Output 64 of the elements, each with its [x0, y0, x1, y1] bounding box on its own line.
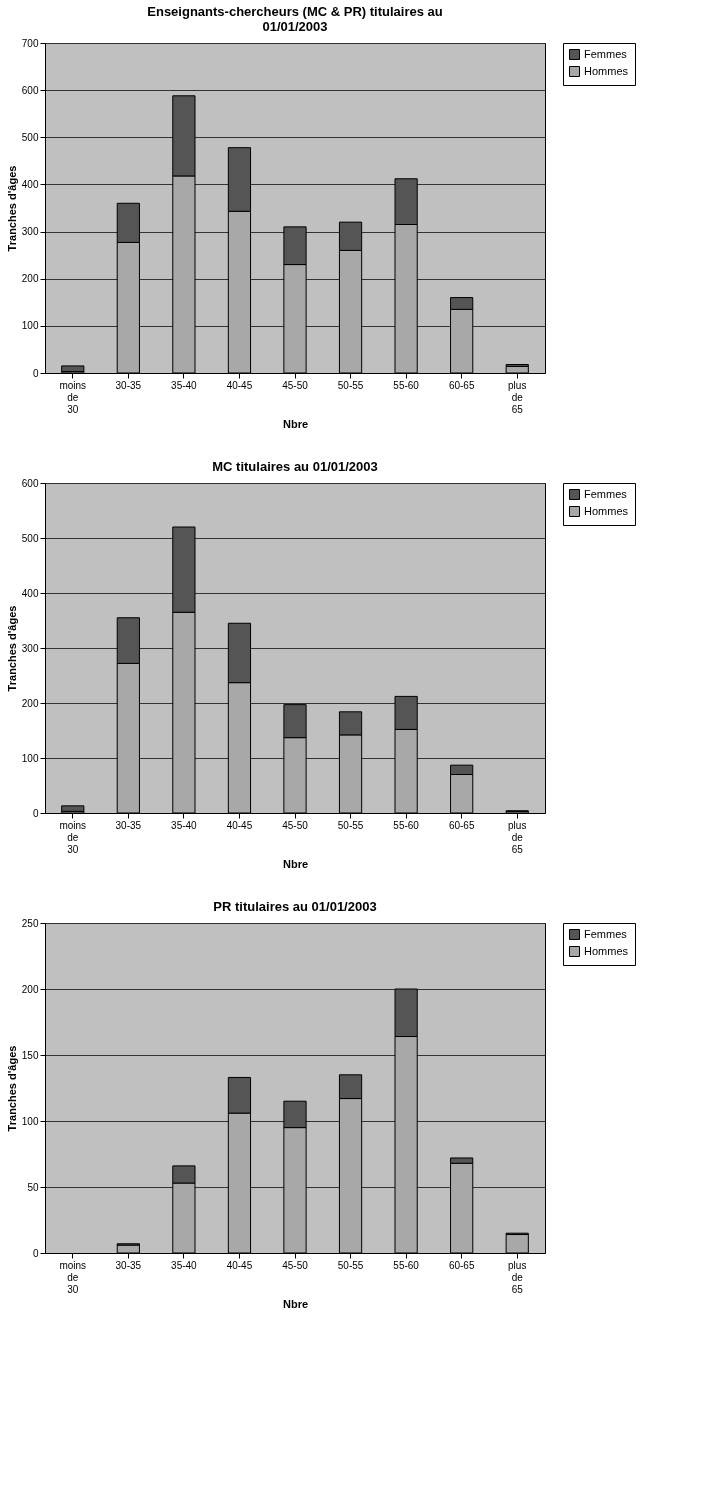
y-tick-label: 250	[21, 917, 39, 929]
y-tick-label: 300	[21, 226, 39, 238]
x-tick-label: 40-45	[226, 379, 253, 391]
x-tick-label: 35-40	[171, 1259, 198, 1271]
x-tick-label: 55-60	[393, 1259, 420, 1271]
x-tick-label: 35-40	[171, 819, 198, 831]
y-tick-label: 200	[21, 273, 39, 285]
x-tick-label: 45-50	[282, 1259, 309, 1271]
x-tick-label: 45-50	[282, 819, 309, 831]
y-tick-label: 700	[21, 37, 39, 49]
x-tick-label: 45-50	[282, 379, 309, 391]
chart-title: MC titulaires au 01/01/2003	[212, 459, 378, 474]
x-tick-label: plus de 65	[508, 819, 527, 855]
x-tick-label: 40-45	[226, 1259, 253, 1271]
x-tick-label: 30-35	[115, 1259, 142, 1271]
y-tick-label: 400	[21, 178, 39, 190]
x-tick-label: 55-60	[393, 819, 420, 831]
x-tick-label: 50-55	[337, 819, 364, 831]
x-tick-label: 30-35	[115, 819, 142, 831]
x-tick-label: 50-55	[337, 1259, 364, 1271]
y-tick-label: 100	[21, 752, 39, 764]
x-tick-label: moins de 30	[59, 1259, 87, 1295]
x-tick-label: 30-35	[115, 379, 142, 391]
y-tick-label: 600	[21, 84, 39, 96]
x-tick-label: 60-65	[448, 379, 475, 391]
x-tick-label: moins de 30	[59, 379, 87, 415]
x-axis-title: Nbre	[282, 417, 309, 430]
y-tick-label: 150	[21, 1049, 39, 1061]
x-axis-title: Nbre	[282, 857, 309, 870]
chart-title: PR titulaires au 01/01/2003	[213, 899, 377, 914]
x-tick-label: plus de 65	[508, 379, 527, 415]
legend-label: Hommes	[584, 504, 629, 517]
y-tick-label: 200	[21, 983, 39, 995]
y-axis-title: Tranches d'âges	[5, 605, 18, 692]
y-tick-label: 0	[32, 1247, 39, 1259]
text: Enseignants-chercheurs (MC & PR) titulaires au	[147, 4, 443, 19]
x-tick-label: 60-65	[448, 819, 475, 831]
x-tick-label: 35-40	[171, 379, 198, 391]
legend-label: Hommes	[584, 944, 629, 957]
x-tick-label: moins de 30	[59, 819, 87, 855]
x-tick-label: 55-60	[393, 379, 420, 391]
y-tick-label: 600	[21, 477, 39, 489]
x-tick-label: plus de 65	[508, 1259, 527, 1295]
y-tick-label: 0	[32, 367, 39, 379]
y-tick-label: 500	[21, 532, 39, 544]
y-tick-label: 200	[21, 697, 39, 709]
x-tick-label: 40-45	[226, 819, 253, 831]
x-axis-title: Nbre	[282, 1297, 309, 1310]
text: 01/01/2003	[262, 19, 328, 34]
y-tick-label: 100	[21, 1115, 39, 1127]
y-tick-label: 300	[21, 642, 39, 654]
legend-label: Femmes	[584, 927, 628, 940]
y-tick-label: 100	[21, 320, 39, 332]
legend-label: Femmes	[584, 47, 628, 60]
y-axis-title: Tranches d'âges	[5, 1045, 18, 1132]
y-tick-label: 500	[21, 131, 39, 143]
y-tick-label: 400	[21, 587, 39, 599]
y-tick-label: 0	[32, 807, 39, 819]
legend-label: Femmes	[584, 487, 628, 500]
y-axis-title: Tranches d'âges	[5, 165, 18, 252]
x-tick-label: 60-65	[448, 1259, 475, 1271]
y-tick-label: 50	[27, 1181, 39, 1193]
legend-label: Hommes	[584, 64, 629, 77]
x-tick-label: 50-55	[337, 379, 364, 391]
